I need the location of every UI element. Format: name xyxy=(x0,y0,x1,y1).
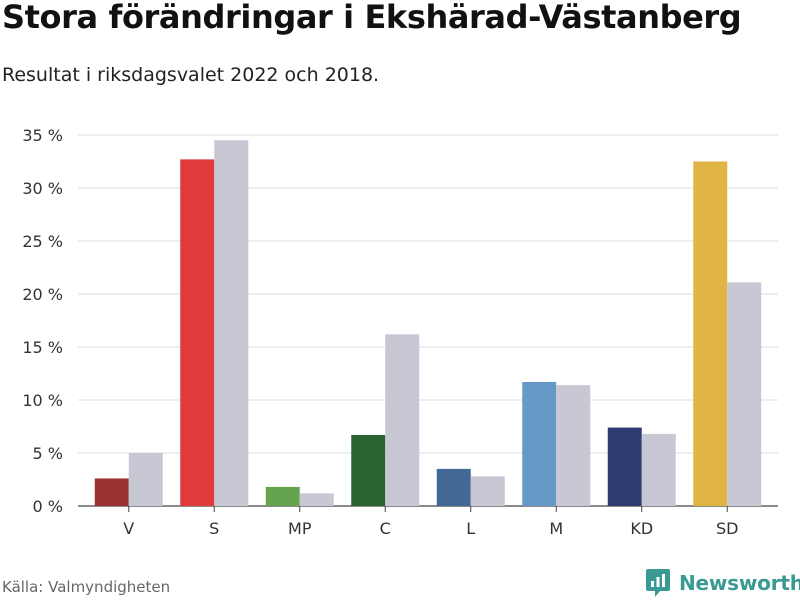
bar-2018-v[interactable] xyxy=(128,453,163,506)
bar-2022-m[interactable] xyxy=(522,381,557,506)
bar-2022-mp[interactable] xyxy=(265,486,300,506)
x-tick-label-s: S xyxy=(209,519,219,538)
chart-subtitle: Resultat i riksdagsvalet 2022 och 2018. xyxy=(2,64,380,86)
brand-logo[interactable]: Newsworthy xyxy=(645,568,800,598)
y-tick-label: 15 % xyxy=(22,338,63,357)
x-tick-label-sd: SD xyxy=(716,519,738,538)
bar-chart-logo-icon xyxy=(646,569,670,597)
bar-2022-c[interactable] xyxy=(351,434,386,506)
bar-2022-s[interactable] xyxy=(180,159,215,506)
x-tick-label-l: L xyxy=(466,519,475,538)
x-axis-ticks: V S MP C L M KD SD xyxy=(123,506,738,538)
y-tick-label: 30 % xyxy=(22,179,63,198)
bar-2022-kd[interactable] xyxy=(607,427,642,506)
y-tick-label: 10 % xyxy=(22,391,63,410)
bar-2022-l[interactable] xyxy=(436,468,471,506)
x-tick-label-c: C xyxy=(380,519,391,538)
y-tick-label: 20 % xyxy=(22,285,63,304)
source-note: Källa: Valmyndigheten xyxy=(2,578,171,596)
bar-2022-v[interactable] xyxy=(94,478,129,506)
bar-2018-sd[interactable] xyxy=(727,282,762,506)
x-tick-label-v: V xyxy=(123,519,134,538)
bar-2018-mp[interactable] xyxy=(299,493,334,506)
bar-2018-kd[interactable] xyxy=(641,433,676,506)
y-tick-label: 0 % xyxy=(33,497,63,516)
y-tick-label: 25 % xyxy=(22,232,63,251)
x-tick-label-mp: MP xyxy=(288,519,312,538)
brand-name: Newsworthy xyxy=(679,571,800,595)
bar-2022-sd[interactable] xyxy=(693,161,728,507)
bar-2018-c[interactable] xyxy=(385,334,420,506)
bar-2018-l[interactable] xyxy=(470,476,505,506)
x-tick-label-m: M xyxy=(549,519,563,538)
bar-chart: 0 % 5 % 10 % 15 % 20 % 25 % 30 % 35 % V S MP C L M KD… xyxy=(22,126,778,538)
bar-2018-s[interactable] xyxy=(214,140,249,507)
bars xyxy=(94,140,762,507)
y-tick-label: 35 % xyxy=(22,126,63,145)
bar-2018-m[interactable] xyxy=(556,385,591,506)
y-tick-label: 5 % xyxy=(33,444,63,463)
y-axis-ticks: 0 % 5 % 10 % 15 % 20 % 25 % 30 % 35 % xyxy=(22,126,63,516)
x-tick-label-kd: KD xyxy=(630,519,653,538)
chart-title: Stora förändringar i Ekshärad-Västanberg xyxy=(2,0,742,36)
